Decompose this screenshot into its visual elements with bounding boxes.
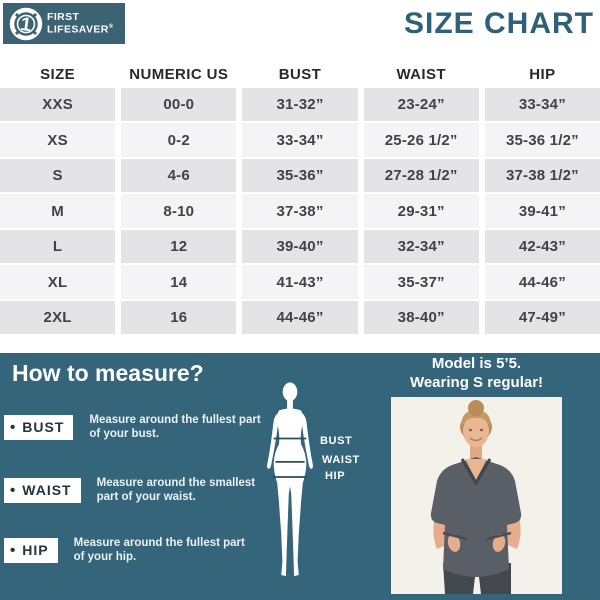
measure-item-hip: • HIP Measure around the fullest part of…	[4, 536, 250, 564]
figure-label-bust: BUST	[320, 435, 353, 447]
table-row: XL 14 41-43” 35-37” 44-46”	[0, 265, 600, 299]
column-header-waist: WAIST	[396, 65, 446, 83]
table-cell: 44-46”	[242, 300, 358, 335]
table-cell: 25-26 1/2”	[363, 123, 479, 157]
table-cell: 12	[121, 229, 237, 264]
how-to-measure-panel: How to measure? • BUST Measure around th…	[0, 353, 600, 600]
size-table: SIZE NUMERIC US BUST WAIST HIP XXS 00-0 31…	[0, 60, 600, 336]
table-cell: 39-41”	[484, 194, 600, 228]
measure-label-box: • HIP	[4, 537, 58, 563]
bullet-dot-icon: •	[10, 541, 17, 559]
size-table-header: SIZE NUMERIC US BUST WAIST HIP	[0, 60, 600, 88]
table-cell: 37-38 1/2”	[484, 158, 600, 193]
column-header-hip: HIP	[529, 65, 556, 83]
table-cell: 32-34”	[363, 229, 479, 264]
table-row: XXS 00-0 31-32” 23-24” 33-34”	[0, 88, 600, 122]
measure-description: Measure around the smallest part of your…	[96, 477, 256, 504]
table-row: S 4-6 35-36” 27-28 1/2” 37-38 1/2”	[0, 158, 600, 193]
svg-text:1: 1	[19, 13, 33, 35]
measure-item-waist: • WAIST Measure around the smallest part…	[4, 476, 273, 504]
measure-label: HIP	[22, 542, 49, 559]
model-caption-line1: Model is 5’5.	[431, 355, 522, 372]
table-cell: M	[0, 194, 116, 228]
figure-label-waist: WAIST	[322, 454, 360, 466]
table-cell: L	[0, 229, 116, 264]
table-cell: 16	[121, 300, 237, 335]
table-cell: 33-34”	[484, 88, 600, 122]
model-caption-line2: Wearing S regular!	[409, 373, 544, 391]
table-cell: S	[0, 158, 116, 193]
table-cell: 00-0	[121, 88, 237, 122]
table-cell: 4-6	[121, 158, 237, 193]
measure-item-bust: • BUST Measure around the fullest part o…	[4, 413, 265, 441]
bullet-dot-icon: •	[10, 418, 17, 436]
table-cell: 44-46”	[484, 265, 600, 299]
table-cell: 42-43”	[484, 229, 600, 264]
table-cell: 38-40”	[363, 300, 479, 335]
table-cell: 39-40”	[242, 229, 358, 264]
brand-name: FIRST LIFESAVER®	[47, 12, 114, 36]
measure-label-box: • BUST	[4, 414, 74, 440]
bullet-dot-icon: •	[10, 481, 17, 499]
table-row: XS 0-2 33-34” 25-26 1/2” 35-36 1/2”	[0, 123, 600, 157]
table-cell: 14	[121, 265, 237, 299]
table-row: 2XL 16 44-46” 38-40” 47-49”	[0, 300, 600, 335]
body-silhouette-figure	[254, 379, 326, 589]
measure-label-box: • WAIST	[4, 477, 81, 503]
column-header-bust: BUST	[278, 65, 322, 83]
table-cell: XL	[0, 265, 116, 299]
brand-name-line1: FIRST	[47, 10, 80, 23]
table-cell: 35-36”	[242, 158, 358, 193]
measure-description: Measure around the fullest part of your …	[73, 537, 245, 564]
table-cell: 41-43”	[242, 265, 358, 299]
table-cell: 31-32”	[242, 88, 358, 122]
size-table-rows: XXS 00-0 31-32” 23-24” 33-34” XS 0-2 33-34” 25-2…	[0, 88, 600, 335]
table-cell: 33-34”	[242, 123, 358, 157]
table-cell: XXS	[0, 88, 116, 122]
table-cell: 8-10	[121, 194, 237, 228]
table-cell: 2XL	[0, 300, 116, 335]
female-silhouette-icon	[267, 382, 313, 577]
table-cell: XS	[0, 123, 116, 157]
table-row: M 8-10 37-38” 29-31” 39-41”	[0, 194, 600, 228]
table-cell: 29-31”	[363, 194, 479, 228]
table-cell: 37-38”	[242, 194, 358, 228]
column-header-size: SIZE	[40, 65, 76, 83]
page-title: SIZE CHART	[404, 7, 594, 40]
brand-name-line2: LIFESAVER®	[47, 23, 114, 36]
model-caption: Model is 5’5. Wearing S regular!	[391, 355, 562, 393]
model-photo-illustration	[391, 397, 562, 594]
how-to-measure-title: How to measure?	[12, 360, 204, 386]
table-cell: 47-49”	[484, 300, 600, 335]
table-cell: 27-28 1/2”	[363, 158, 479, 193]
table-cell: 23-24”	[363, 88, 479, 122]
model-photo	[391, 397, 562, 594]
table-row: L 12 39-40” 32-34” 42-43”	[0, 229, 600, 264]
measure-description: Measure around the fullest part of your …	[89, 414, 261, 441]
measure-label: BUST	[22, 419, 65, 436]
registered-mark: ®	[108, 24, 114, 31]
table-cell: 35-36 1/2”	[484, 123, 600, 157]
column-header-numeric: NUMERIC US	[129, 65, 229, 83]
lifesaver-logo-icon: 1	[9, 7, 43, 40]
brand-logo: 1 FIRST LIFESAVER®	[3, 3, 125, 44]
table-cell: 0-2	[121, 123, 237, 157]
figure-label-hip: HIP	[325, 470, 346, 482]
measure-label: WAIST	[22, 482, 72, 499]
table-cell: 35-37”	[363, 265, 479, 299]
